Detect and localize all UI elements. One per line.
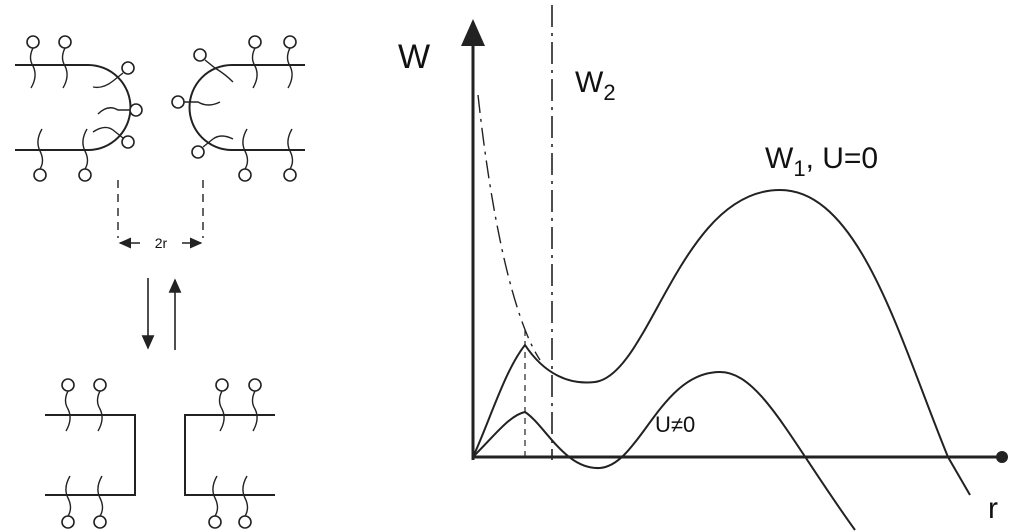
diagram: 2r W r W2 W1, U=0 U≠0 (0, 0, 1012, 532)
w1-curve (473, 190, 970, 495)
w2-branch (478, 95, 540, 360)
x-axis-label: r (988, 492, 998, 525)
lipid-structure-top-right (172, 36, 305, 181)
energy-plot: W r W2 W1, U=0 U≠0 (398, 5, 1008, 530)
y-axis-label: W (398, 38, 430, 76)
u-nonzero-label: U≠0 (655, 412, 695, 437)
w1-label: W1, U=0 (765, 142, 878, 181)
x-axis-end (996, 451, 1008, 463)
separation-label: 2r (155, 235, 168, 251)
separation-indicator: 2r (118, 180, 203, 251)
lipid-structure-bottom-left (45, 379, 135, 528)
w2-label: W2 (575, 66, 616, 105)
u-nonzero-curve (473, 372, 855, 530)
lipid-structure-top-left (15, 36, 142, 181)
lipid-structure-bottom-right (185, 379, 275, 528)
